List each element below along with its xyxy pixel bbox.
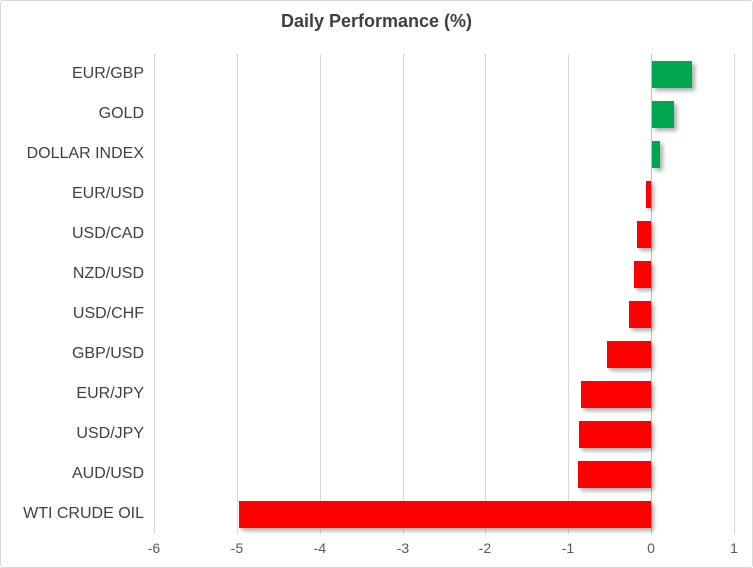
bar-eur-jpy bbox=[581, 380, 651, 408]
bar-nzd-usd bbox=[634, 260, 651, 288]
x-tick-label: -4 bbox=[313, 540, 327, 556]
category-label: USD/CHF bbox=[72, 305, 144, 322]
gridline bbox=[154, 54, 155, 534]
x-tick-label: -1 bbox=[561, 540, 575, 556]
bar-usd-chf bbox=[629, 300, 651, 328]
category-label: GOLD bbox=[98, 105, 144, 122]
category-label: EUR/GBP bbox=[71, 65, 144, 82]
category-label: EUR/USD bbox=[71, 185, 144, 202]
category-label: WTI CRUDE OIL bbox=[23, 505, 144, 522]
x-tick-label: -5 bbox=[230, 540, 244, 556]
bar-usd-cad bbox=[637, 220, 651, 248]
x-tick-label: -6 bbox=[147, 540, 161, 556]
chart-title: Daily Performance (%) bbox=[280, 11, 473, 31]
bar-aud-usd bbox=[578, 460, 651, 488]
plot-area bbox=[154, 54, 735, 534]
gridline bbox=[485, 54, 486, 534]
x-tick-label: -3 bbox=[396, 540, 410, 556]
gridline bbox=[734, 54, 735, 534]
gridline bbox=[237, 54, 238, 534]
bar-wti-crude-oil bbox=[239, 500, 651, 528]
category-label: GBP/USD bbox=[71, 345, 144, 362]
category-label: AUD/USD bbox=[71, 465, 144, 482]
category-label: NZD/USD bbox=[72, 265, 144, 282]
bar-gold bbox=[652, 100, 674, 128]
gridline bbox=[403, 54, 404, 534]
bar-usd-jpy bbox=[579, 420, 651, 448]
x-tick-label: 1 bbox=[730, 540, 738, 556]
bar-gbp-usd bbox=[607, 340, 651, 368]
bar-eur-gbp bbox=[652, 60, 692, 88]
category-label: USD/CAD bbox=[71, 225, 144, 242]
gridline bbox=[568, 54, 569, 534]
category-label: DOLLAR INDEX bbox=[26, 145, 144, 162]
category-label: USD/JPY bbox=[76, 425, 144, 442]
bar-dollar-index bbox=[652, 140, 660, 168]
x-tick-label: 0 bbox=[647, 540, 655, 556]
x-tick-label: -2 bbox=[478, 540, 492, 556]
zero-axis-line bbox=[651, 54, 652, 534]
gridline bbox=[320, 54, 321, 534]
bar-eur-usd bbox=[646, 180, 651, 208]
category-label: EUR/JPY bbox=[76, 385, 144, 402]
